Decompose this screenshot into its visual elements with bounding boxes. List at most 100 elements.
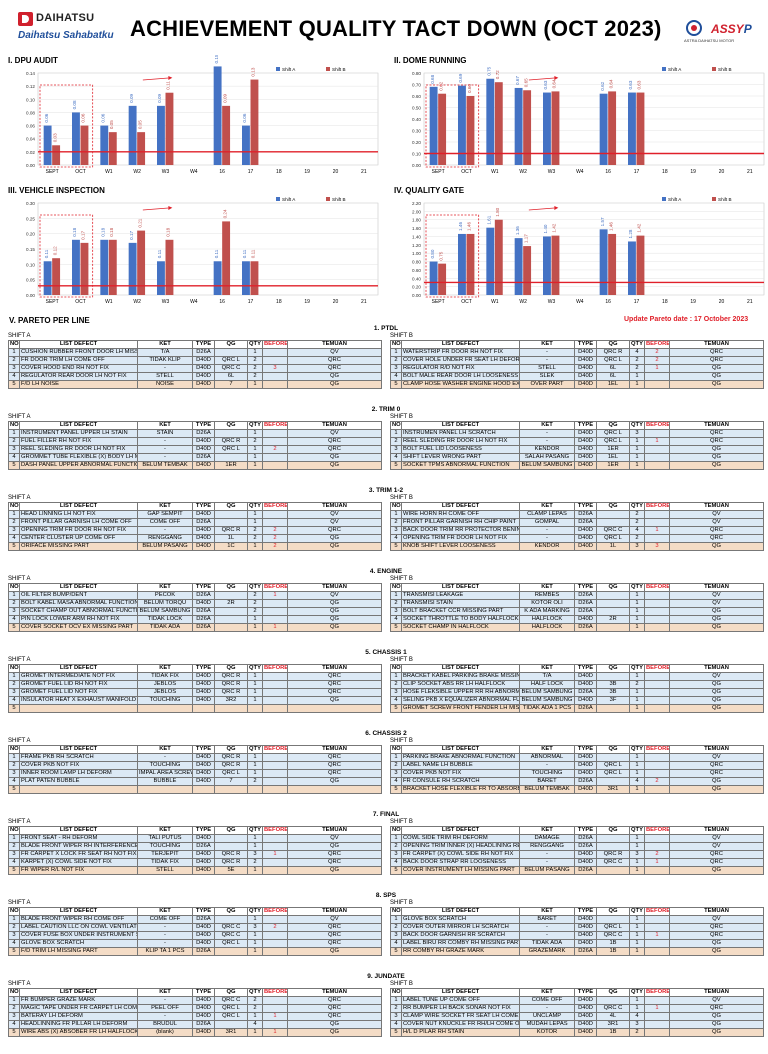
shift-a-block: SHIFT A NO LIST DEFECT KET TYPE QG QTY BEFORE TE… — [8, 738, 382, 794]
bar-shift-b — [137, 132, 146, 165]
table-cell: 1 — [629, 623, 645, 632]
table-cell: QG — [287, 542, 382, 551]
table-row: 4 FR CONSULE RH SCRATCH BARET D26A 4 2 QG — [390, 777, 764, 786]
table-cell: 2 — [8, 842, 20, 851]
table-header-row: NO LIST DEFECT KET TYPE QG QTY BEFORE TEMUAN — [390, 340, 764, 349]
table-cell: COVER FUSE BOX UNDER INSTRUMENT SCRATCH — [19, 931, 138, 940]
column-header: LIST DEFECT — [19, 583, 138, 592]
table-cell: D26A — [574, 518, 597, 527]
table-cell: 4 — [8, 696, 20, 705]
column-header: KET — [519, 664, 575, 673]
table-cell: 2 — [390, 1004, 402, 1013]
table-row: 4 OPENING TRIM FR DOOR LH NOT FIX - D40D QRC… — [390, 534, 764, 543]
highlight-box — [425, 214, 480, 298]
table-cell — [596, 623, 630, 632]
table-cell: 7 — [214, 777, 248, 786]
table-cell: 3R2 — [214, 696, 248, 705]
table-row: 3 FR CARPET X LOCK FR SEAT RH NOT FIX TERJ… — [8, 850, 382, 859]
table-row: 2 COVER PKB NOT FIX TOUCHING D40D QRC R 1 QRC — [8, 761, 382, 770]
table-cell: 2 — [390, 437, 402, 446]
column-header: LIST DEFECT — [401, 745, 520, 754]
table-cell — [644, 688, 670, 697]
table-cell: - — [137, 445, 193, 454]
column-header: LIST DEFECT — [19, 340, 138, 349]
table-row: 2 GROMET FUEL LID RH NOT FIX JEBLOS D40D QRC… — [8, 680, 382, 689]
x-tick-label: SEPT — [46, 169, 59, 175]
table-cell: 4 — [390, 372, 402, 381]
column-header: TYPE — [192, 421, 215, 430]
table-cell — [262, 931, 288, 940]
x-tick-label: 19 — [690, 169, 696, 175]
table-cell — [644, 672, 670, 681]
column-header: QG — [214, 340, 248, 349]
table-cell: QRC R — [214, 526, 248, 535]
table-cell: 3 — [8, 526, 20, 535]
plot-frame — [37, 72, 379, 166]
data-label: 0.06 — [81, 113, 86, 122]
table-cell: 1 — [629, 461, 645, 470]
adm-ring-icon — [686, 20, 702, 36]
assy-suffix: P — [743, 22, 752, 36]
table-cell — [596, 510, 630, 519]
table-cell: HALF LOCK — [519, 680, 575, 689]
table-cell: 3 — [8, 931, 20, 940]
data-label: 1.46 — [467, 222, 472, 231]
table-cell: KENDOR — [519, 542, 575, 551]
table-header-row: NO LIST DEFECT KET TYPE QG QTY BEFORE TEMUAN — [390, 421, 764, 430]
table-cell — [262, 348, 288, 357]
table-cell: REGULATOR REAR DOOR LH NOT FIX — [19, 372, 138, 381]
table-cell: 1 — [247, 939, 263, 948]
column-header: QG — [596, 988, 630, 997]
table-cell: QG — [669, 696, 764, 705]
table-cell: 1 — [629, 785, 645, 794]
chart-title: I. DPU AUDIT — [8, 56, 58, 65]
table-cell: 3 — [247, 923, 263, 932]
shift-label: SHIFT B — [390, 414, 413, 420]
table-cell: 1 — [247, 769, 263, 778]
table-cell: T/A — [519, 672, 575, 681]
x-tick-label: W1 — [105, 169, 113, 175]
defect-table: NO LIST DEFECT KET TYPE QG QTY BEFORE TEMUAN 1 FR… — [8, 745, 382, 794]
data-label: 1.61 — [487, 215, 492, 224]
table-cell: - — [137, 931, 193, 940]
column-header: TYPE — [574, 421, 597, 430]
table-cell: QG — [287, 1020, 382, 1029]
table-row: 1 COWL SIDE TRIM RH DEFORM DAMAGE D26A 1 QV — [390, 834, 764, 843]
table-cell: 2 — [644, 348, 670, 357]
column-header: TYPE — [192, 664, 215, 673]
table-cell: QG — [669, 939, 764, 948]
table-cell: QRC — [287, 1012, 382, 1021]
table-row: 1 GLOVE BOX SCRATCH BARET D40D 1 QV — [390, 915, 764, 924]
daihatsu-logo: DAIHATSU Daihatsu Sahabatku — [18, 12, 114, 46]
table-cell: QV — [669, 753, 764, 762]
table-cell: SALAH PASANG — [519, 453, 575, 462]
shift-a-block: SHIFT A NO LIST DEFECT KET TYPE QG QTY BEFORE TE… — [8, 900, 382, 956]
table-row: 5 SOCKET TPMS ABNORMAL FUNCTION BELUM SAMB… — [390, 461, 764, 470]
y-tick-label: 0.14 — [26, 71, 35, 76]
table-cell — [262, 753, 288, 762]
table-cell: - — [137, 996, 193, 1005]
chart-svg: II. DOME RUNNING 0.00 0.10 0.20 0.30 0.40 0.50… — [394, 56, 765, 175]
table-cell — [262, 1020, 288, 1029]
table-row: 2 BOLT KABEL MASA ABNORMAL FUNCTION BELUM … — [8, 599, 382, 608]
table-cell: D26A — [192, 623, 215, 632]
table-cell: BACK DOOR TRIM RR PROTECTOR BENING NOT F… — [401, 526, 520, 535]
table-row: 1 OIL FILTER BUMP/DENT PECOK D26A 2 1 QV — [8, 591, 382, 600]
table-cell: OPENING TRIM FR DOOR RH NOT FIX — [19, 526, 138, 535]
table-row: 1 TRANSMISI LEAKAGE REMBES D26A 1 QV — [390, 591, 764, 600]
table-cell: 1 — [629, 672, 645, 681]
table-cell: 2 — [629, 534, 645, 543]
table-cell: - — [137, 939, 193, 948]
y-tick-label: 0.08 — [26, 110, 35, 115]
x-tick-label: W3 — [162, 299, 170, 305]
y-tick-label: 0.05 — [26, 278, 35, 283]
table-cell: D40D — [192, 542, 215, 551]
column-header: QG — [214, 583, 248, 592]
table-cell: QG — [669, 785, 764, 794]
table-cell: D26A — [192, 607, 215, 616]
x-tick-label: 17 — [634, 169, 640, 175]
table-cell: D26A — [574, 704, 597, 713]
bar-shift-b — [466, 96, 475, 165]
